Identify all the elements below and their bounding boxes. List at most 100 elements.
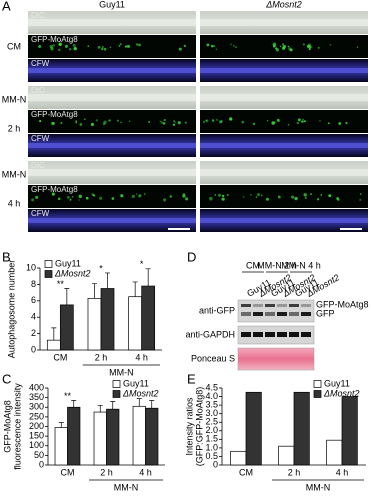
- gfp-punctum: [221, 197, 225, 201]
- gfp-punctum: [338, 122, 342, 125]
- gfp-punctum: [329, 43, 332, 46]
- gfp-punctum: [305, 197, 307, 199]
- gfp-punctum: [265, 197, 269, 201]
- x-tick-label: CM: [53, 352, 67, 362]
- channel-label: GFP-MoAtg8: [31, 35, 78, 44]
- y-tick-label: 100: [29, 440, 44, 450]
- gfp-punctum: [214, 194, 217, 196]
- y-tick-label: 4.5: [205, 382, 218, 392]
- gfp-punctum: [319, 120, 321, 122]
- gfp-punctum: [102, 46, 104, 48]
- channel-label: DIC: [31, 86, 45, 95]
- error-bar: [58, 422, 64, 428]
- y-tick-label: 6: [31, 295, 36, 305]
- hypha-wall: [200, 218, 368, 223]
- gfp-punctum: [275, 48, 280, 52]
- gfp-punctum: [277, 195, 281, 199]
- gfp-punctum: [303, 120, 306, 123]
- gfp-punctum: [172, 123, 176, 126]
- blot-row-label: Ponceau S: [191, 353, 235, 363]
- error-bar: [149, 400, 155, 409]
- legend-label: ΔMosnt2: [122, 388, 159, 398]
- band-label: GFP: [316, 308, 335, 318]
- gfp-punctum: [317, 198, 320, 201]
- band: [301, 312, 311, 316]
- micrograph: [28, 110, 196, 133]
- gfp-punctum: [116, 119, 119, 122]
- gfp-punctum: [35, 195, 39, 199]
- y-tick-label: 400: [29, 382, 44, 392]
- y-tick-label: 2: [31, 328, 36, 338]
- gfp-punctum: [84, 118, 86, 120]
- y-tick-label: 2.5: [205, 417, 218, 427]
- channel-label: CFW: [31, 209, 50, 218]
- gfp-punctum: [217, 193, 222, 197]
- hypha: [200, 169, 368, 176]
- panel-label: E: [187, 371, 196, 386]
- gfp-punctum: [216, 119, 218, 121]
- gfp-punctum: [184, 121, 187, 124]
- x-tick-label: 4 h: [336, 467, 349, 477]
- channel-label: GFP-MoAtg8: [31, 110, 78, 119]
- legend-label: ΔMosnt2: [54, 268, 91, 278]
- gfp-punctum: [128, 120, 131, 123]
- band: [289, 304, 299, 307]
- gfp-punctum: [274, 121, 276, 124]
- gfp-punctum: [57, 197, 61, 201]
- micrograph: [28, 35, 196, 58]
- gfp-punctum: [337, 198, 340, 201]
- gfp-punctum: [39, 120, 42, 123]
- gfp-punctum: [250, 193, 252, 196]
- gfp-punctum: [174, 121, 176, 124]
- y-tick-label: 0: [31, 344, 36, 354]
- gfp-punctum: [72, 43, 76, 47]
- gfp-punctum: [308, 48, 311, 51]
- gfp-punctum: [241, 120, 245, 124]
- band: [253, 312, 263, 316]
- gfp-punctum: [66, 196, 70, 199]
- panel-label: B: [2, 249, 11, 264]
- bar: [326, 439, 343, 466]
- gfp-punctum: [138, 43, 141, 47]
- condition-label: 4 h: [8, 198, 21, 208]
- legend-swatch: [44, 270, 53, 278]
- y-tick-label: 1.0: [205, 442, 218, 452]
- condition-label: CM: [7, 41, 21, 51]
- gfp-punctum: [50, 47, 54, 51]
- gfp-punctum: [287, 123, 290, 126]
- y-tick-label: 200: [29, 421, 44, 431]
- gfp-punctum: [289, 48, 293, 52]
- column-label: Guy11: [99, 0, 125, 9]
- y-tick-label: 4.0: [205, 391, 218, 401]
- error-bar: [64, 288, 70, 305]
- error-bar: [51, 327, 57, 341]
- condition-label: MM-N: [2, 94, 27, 104]
- x-tick-label: 2 h: [100, 467, 113, 477]
- error-bar: [145, 268, 151, 287]
- gfp-punctum: [143, 193, 146, 195]
- gfp-punctum: [85, 196, 89, 200]
- condition-label: MM-N 2 h: [257, 260, 297, 270]
- y-tick-label: 150: [29, 431, 44, 441]
- gfp-punctum: [229, 117, 233, 121]
- bar: [67, 406, 81, 466]
- x-tick-label: 4 h: [135, 352, 148, 362]
- blot-row-label: anti-GFP: [199, 305, 235, 315]
- gfp-punctum: [266, 120, 269, 122]
- y-tick-label: 8: [31, 279, 36, 289]
- gfp-punctum: [222, 194, 225, 198]
- gfp-punctum: [345, 121, 348, 125]
- gfp-punctum: [242, 196, 245, 198]
- gfp-punctum: [327, 122, 330, 125]
- band: [289, 312, 299, 316]
- gfp-punctum: [233, 45, 235, 47]
- band: [289, 332, 299, 337]
- y-axis-label: Autophagosome number: [6, 260, 16, 359]
- panel-label: D: [187, 249, 196, 264]
- gfp-punctum: [276, 118, 280, 123]
- y-axis-label: fluorescence intensity: [12, 383, 22, 470]
- panel-label: C: [2, 371, 11, 386]
- gfp-punctum: [38, 45, 42, 48]
- legend-swatch: [44, 260, 53, 268]
- bar: [46, 339, 61, 351]
